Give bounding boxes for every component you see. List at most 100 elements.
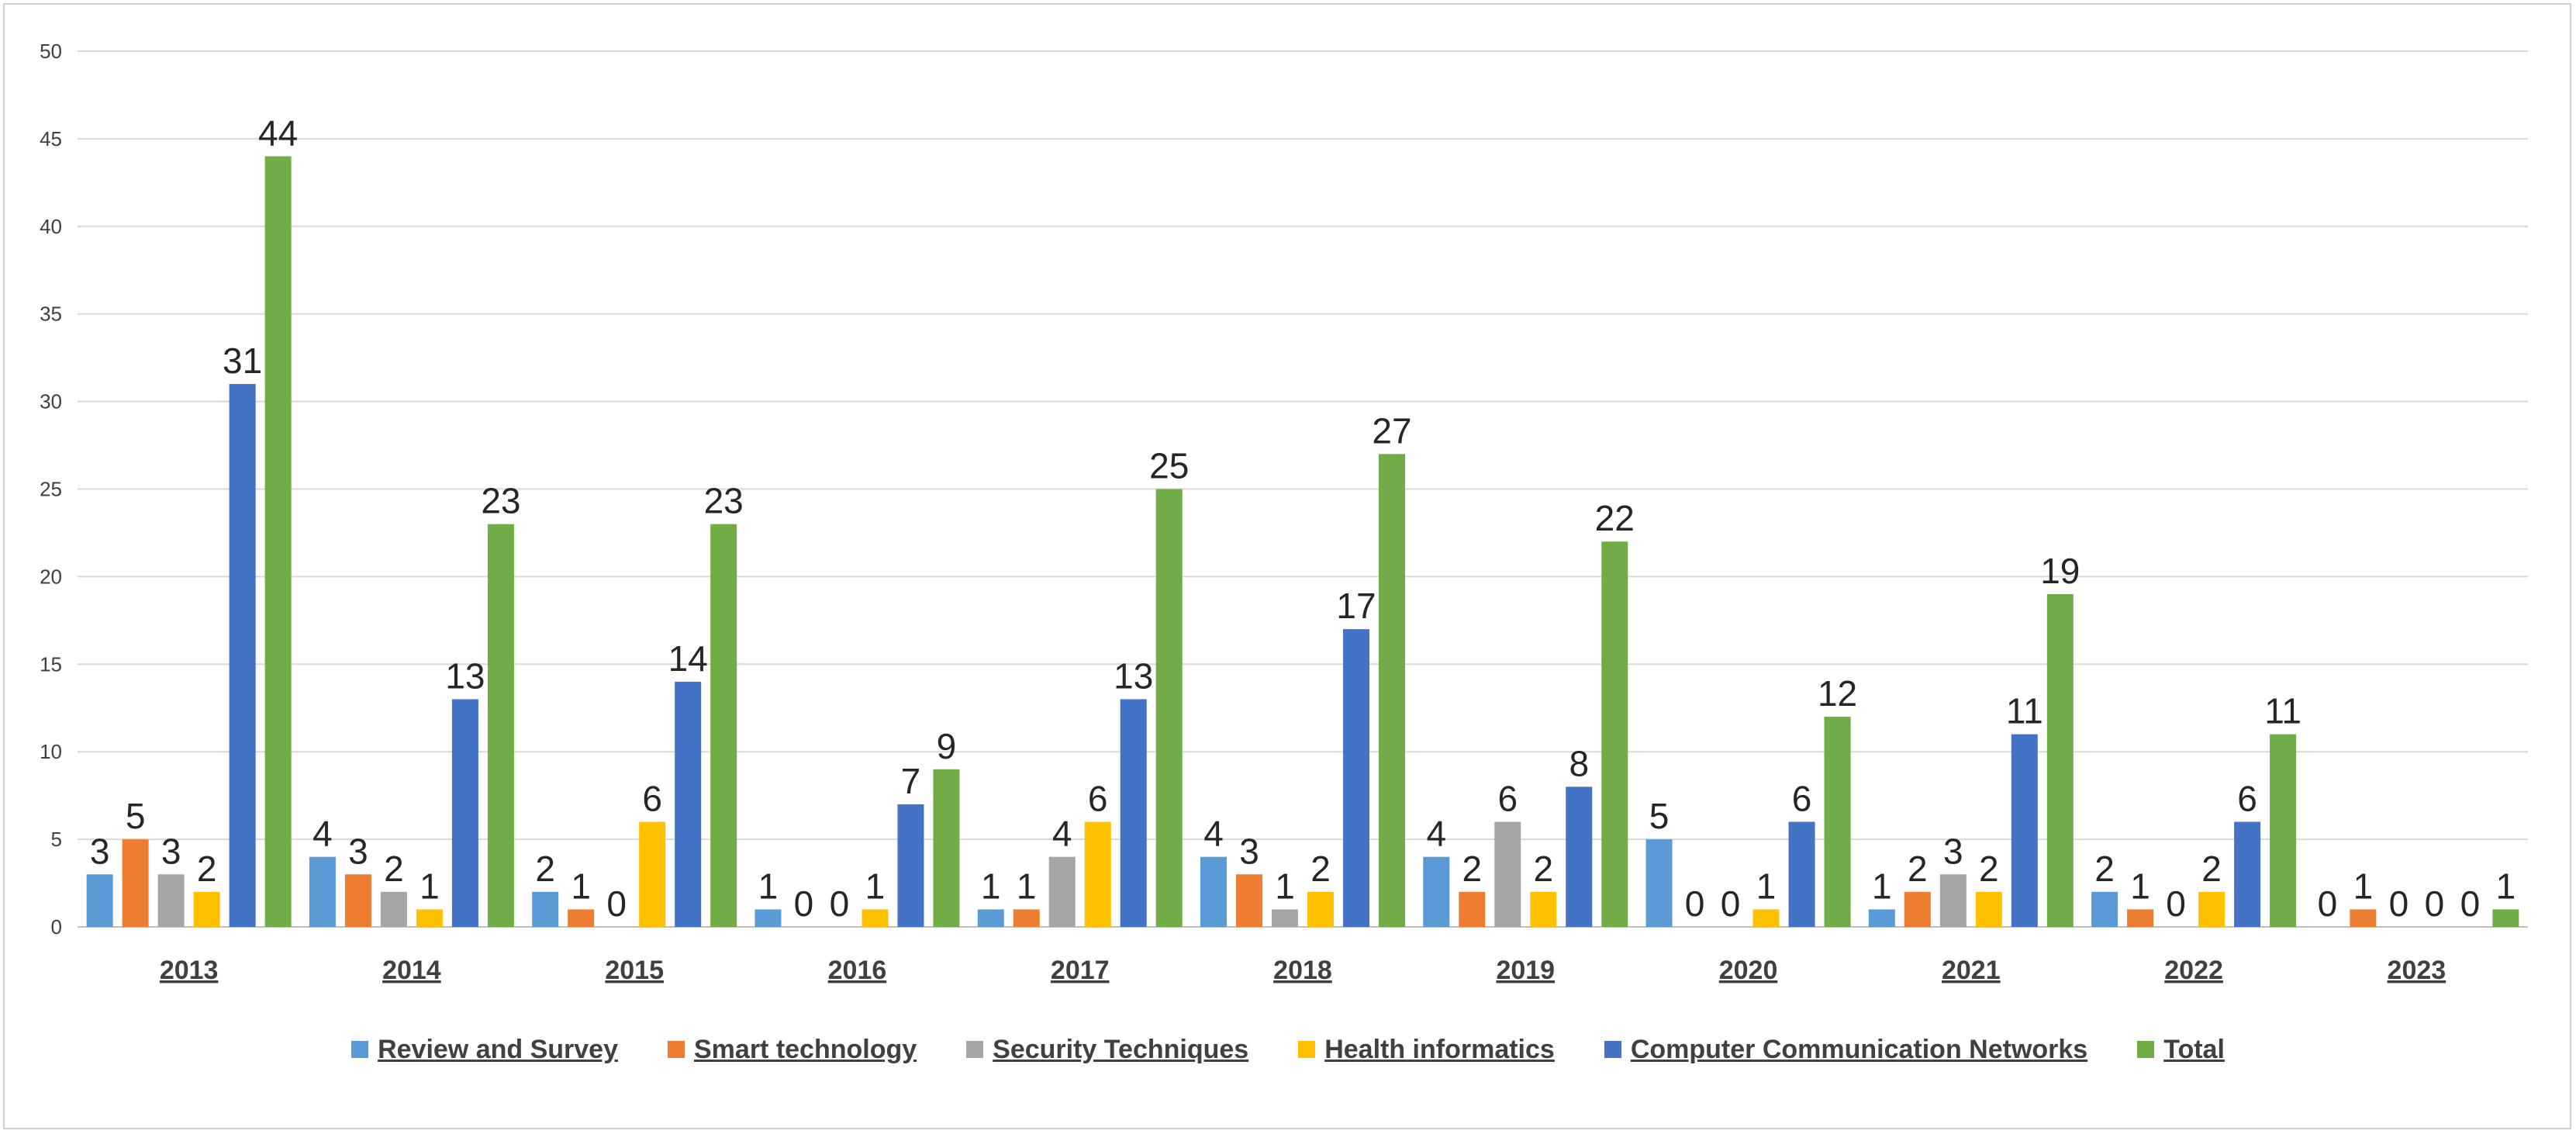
legend-label: Smart technology: [694, 1034, 917, 1064]
y-tick-label: 40: [40, 215, 62, 238]
data-label: 6: [1792, 779, 1812, 819]
data-label: 1: [2353, 866, 2374, 906]
bar: [1788, 821, 1815, 927]
bar: [451, 699, 478, 927]
bar: [2091, 891, 2118, 927]
data-label: 3: [161, 831, 181, 871]
bar: [157, 874, 185, 927]
x-tick-label: 2023: [2388, 956, 2447, 985]
data-label: 6: [1497, 779, 1518, 819]
data-label: 1: [2496, 866, 2516, 906]
bar: [1601, 541, 1628, 927]
bar: [568, 909, 595, 927]
x-tick-label: 2015: [605, 956, 664, 985]
y-tick-label: 45: [40, 127, 62, 150]
bar: [264, 156, 292, 928]
data-label: 0: [794, 883, 814, 924]
data-label: 0: [2425, 883, 2445, 924]
legend-swatch: [966, 1041, 984, 1058]
bar: [1939, 874, 1967, 927]
data-label: 3: [348, 831, 368, 871]
data-label: 3: [1239, 831, 1259, 871]
data-label: 4: [1052, 814, 1072, 854]
data-label: 0: [2166, 883, 2186, 924]
data-label: 2: [1979, 849, 1999, 889]
y-tick-label: 35: [40, 303, 62, 326]
bar: [1494, 821, 1521, 927]
y-tick-label: 0: [51, 915, 62, 939]
bar: [2127, 909, 2154, 927]
data-label: 17: [1336, 586, 1376, 626]
legend-item: Security Techniques: [966, 1035, 1248, 1065]
data-label: 0: [2389, 883, 2409, 924]
data-label: 3: [1943, 831, 1963, 871]
bar: [1904, 891, 1931, 927]
bar: [675, 681, 702, 927]
legend-label: Review and Survey: [378, 1034, 618, 1064]
legend-label: Security Techniques: [993, 1034, 1249, 1064]
x-tick-label: 2022: [2164, 956, 2223, 985]
bar: [2198, 891, 2226, 927]
bar: [1868, 909, 1895, 927]
data-label: 2: [1908, 849, 1928, 889]
data-label: 2: [384, 849, 404, 889]
x-tick-label: 2020: [1719, 956, 1778, 985]
data-label: 0: [2318, 883, 2338, 924]
bar: [1236, 874, 1262, 927]
data-label: 1: [758, 866, 779, 906]
data-label: 0: [606, 883, 627, 924]
bar: [933, 769, 960, 927]
bar: [1379, 454, 1405, 927]
bar: [1155, 489, 1183, 927]
bar: [1530, 891, 1557, 927]
data-label: 0: [1721, 883, 1741, 924]
bar: [1423, 856, 1450, 927]
bar: [1566, 787, 1593, 927]
data-label: 6: [2237, 779, 2257, 819]
data-label: 11: [2006, 691, 2043, 731]
data-label: 8: [1569, 743, 1589, 783]
legend-label: Total: [2163, 1034, 2225, 1064]
bar: [2011, 734, 2038, 927]
bar: [2492, 909, 2519, 927]
data-label: 6: [642, 779, 662, 819]
bar: [1343, 629, 1369, 927]
legend-swatch: [668, 1041, 685, 1058]
data-label: 2: [197, 849, 217, 889]
data-label: 1: [2130, 866, 2150, 906]
data-label: 25: [1149, 446, 1189, 486]
legend: Review and Survey Smart technology Securit…: [0, 1022, 2576, 1077]
data-label: 23: [704, 481, 744, 521]
y-tick-label: 10: [40, 740, 62, 763]
bar: [532, 891, 559, 927]
data-label: 2: [535, 849, 555, 889]
legend-swatch: [2137, 1041, 2155, 1058]
chart-frame: [3, 3, 2571, 1129]
data-label: 1: [1756, 866, 1777, 906]
bar: [2234, 821, 2261, 927]
legend-item: Smart technology: [668, 1035, 917, 1065]
x-tick-label: 2013: [160, 956, 219, 985]
data-label: 12: [1818, 673, 1857, 714]
data-label: 4: [1203, 814, 1224, 854]
bar: [1975, 891, 2002, 927]
bar: [229, 384, 256, 927]
x-tick-label: 2014: [382, 956, 441, 985]
data-label: 1: [1275, 866, 1295, 906]
legend-label: Computer Communication Networks: [1630, 1034, 2088, 1064]
data-label: 5: [126, 796, 146, 836]
data-label: 22: [1595, 498, 1635, 538]
bar: [86, 874, 113, 927]
bar: [1120, 699, 1147, 927]
data-label: 1: [571, 866, 591, 906]
bar: [344, 874, 371, 927]
bar: [1645, 839, 1673, 927]
y-tick-label: 25: [40, 478, 62, 501]
data-label: 1: [981, 866, 1001, 906]
bar: [639, 821, 666, 927]
y-tick-label: 20: [40, 565, 62, 588]
data-label: 2: [1462, 849, 1482, 889]
legend-item: Total: [2137, 1035, 2225, 1065]
y-tick-label: 30: [40, 390, 62, 413]
